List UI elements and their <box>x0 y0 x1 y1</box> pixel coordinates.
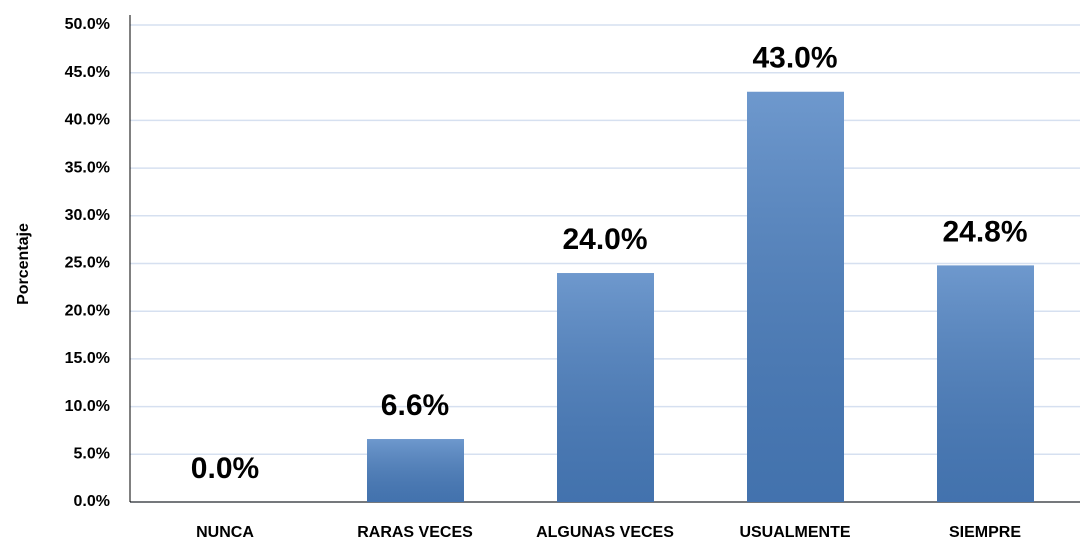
y-tick-label: 30.0% <box>65 207 110 224</box>
x-tick-label: USUALMENTE <box>739 524 850 541</box>
y-tick-label: 45.0% <box>65 64 110 81</box>
bar-shade <box>367 439 464 502</box>
y-tick-label: 5.0% <box>74 446 110 463</box>
y-tick-label: 25.0% <box>65 255 110 272</box>
x-tick-label: ALGUNAS VECES <box>536 524 674 541</box>
y-tick-label: 20.0% <box>65 302 110 319</box>
y-tick-label: 40.0% <box>65 112 110 129</box>
bar-shade <box>557 273 654 502</box>
y-tick-label: 15.0% <box>65 350 110 367</box>
y-tick-label: 35.0% <box>65 159 110 176</box>
y-axis-label: Porcentaje <box>15 223 32 305</box>
y-tick-label: 50.0% <box>65 16 110 33</box>
x-tick-label: SIEMPRE <box>949 524 1021 541</box>
value-label: 0.0% <box>191 452 259 485</box>
value-label: 24.8% <box>942 215 1027 248</box>
y-tick-label: 10.0% <box>65 398 110 415</box>
x-tick-label: RARAS VECES <box>357 524 473 541</box>
bar-shade <box>747 91 844 502</box>
value-label: 43.0% <box>752 42 837 75</box>
y-tick-label: 0.0% <box>74 493 110 510</box>
value-label: 24.0% <box>562 223 647 256</box>
x-tick-label: NUNCA <box>196 524 254 541</box>
value-label: 6.6% <box>381 389 449 422</box>
bar-shade <box>937 265 1034 502</box>
